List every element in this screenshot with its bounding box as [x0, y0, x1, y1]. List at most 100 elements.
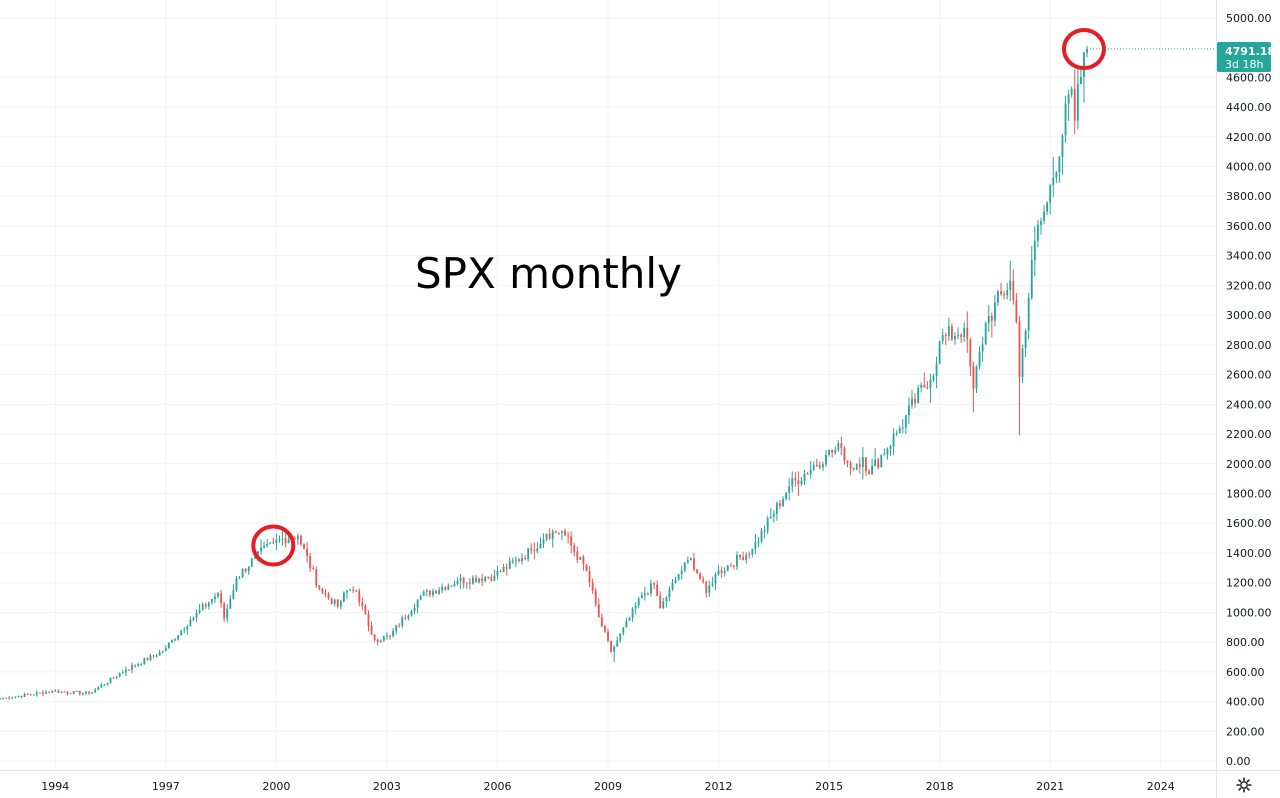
candle	[373, 634, 376, 642]
candle	[146, 657, 149, 661]
candle-body	[1058, 156, 1061, 173]
candle-body	[121, 672, 124, 674]
candle-body	[846, 460, 849, 463]
candle-body	[17, 696, 20, 698]
candle	[69, 692, 72, 695]
candle	[149, 653, 152, 662]
candle-body	[883, 454, 886, 456]
candle	[539, 537, 542, 549]
candle-body	[339, 601, 342, 607]
candle-body	[665, 597, 668, 602]
candle-body	[410, 611, 413, 616]
candle	[944, 332, 947, 346]
candle	[1064, 95, 1067, 143]
candle-body	[60, 691, 63, 693]
candle	[929, 373, 932, 403]
candle	[134, 664, 137, 668]
candle-body	[825, 455, 827, 465]
candle-body	[754, 542, 757, 550]
candle	[1086, 45, 1088, 58]
candle	[904, 415, 907, 435]
candle	[699, 572, 702, 580]
candle-body	[85, 691, 87, 694]
candle-body	[174, 639, 176, 641]
candle	[542, 533, 545, 548]
candle	[238, 575, 241, 580]
candle-body	[419, 595, 422, 600]
candle-body	[370, 625, 373, 635]
candle-body	[576, 551, 579, 560]
candle-body	[929, 379, 932, 388]
candle	[545, 533, 548, 542]
candle-body	[585, 564, 588, 571]
candle	[656, 580, 659, 597]
candle	[425, 588, 428, 597]
candle	[318, 584, 321, 591]
candle	[48, 691, 51, 694]
candle	[640, 591, 643, 599]
candle	[932, 373, 935, 382]
candle	[11, 696, 14, 699]
candle-body	[874, 459, 877, 466]
candle	[444, 586, 447, 592]
last-price-box-bg	[1217, 42, 1271, 72]
x-tick-label: 2006	[483, 780, 511, 793]
candle-body	[103, 684, 106, 686]
y-tick-label: 3400.00	[1226, 250, 1272, 263]
candle	[760, 527, 763, 544]
candle-body	[554, 531, 557, 533]
candle-body	[346, 590, 348, 593]
candle-body	[628, 617, 631, 621]
candle	[984, 321, 987, 346]
candle	[594, 587, 597, 607]
candle-body	[966, 327, 969, 340]
candle-body	[207, 602, 210, 607]
candle	[404, 614, 407, 620]
candle-body	[496, 571, 499, 576]
chart-settings-button[interactable]	[1232, 774, 1256, 796]
candle-body	[527, 548, 530, 559]
candle-body	[662, 601, 665, 608]
candle	[880, 454, 883, 468]
candle-body	[204, 604, 207, 607]
candle	[204, 602, 207, 609]
candle	[689, 557, 692, 561]
candle	[407, 614, 410, 621]
candle-body	[518, 559, 520, 562]
candle-body	[493, 575, 496, 581]
candle	[284, 533, 287, 548]
last-price-value: 4791.18	[1225, 45, 1275, 58]
candle-body	[775, 503, 778, 514]
candle	[723, 567, 726, 577]
candle	[957, 327, 959, 340]
candle	[619, 633, 622, 643]
candle-body	[1018, 321, 1021, 377]
candle	[201, 602, 204, 611]
y-tick-label: 1600.00	[1226, 517, 1272, 530]
candle-body	[696, 569, 698, 574]
y-tick-label: 600.00	[1226, 666, 1265, 679]
candle-body	[312, 568, 315, 570]
candle-body	[901, 427, 904, 429]
candle-body	[1003, 294, 1006, 296]
candle-body	[364, 605, 367, 615]
candle-body	[858, 464, 861, 467]
candle-body	[14, 696, 17, 698]
candle	[625, 617, 628, 628]
candle-body	[1083, 52, 1085, 78]
candle-body	[865, 457, 867, 472]
candle	[511, 557, 514, 564]
candle	[118, 672, 121, 678]
candle	[711, 576, 714, 588]
candle-body	[287, 539, 290, 544]
candle-body	[868, 471, 870, 474]
candle-body	[217, 593, 219, 597]
candle	[825, 449, 827, 467]
candle-body	[782, 498, 784, 507]
candle-body	[766, 518, 769, 531]
candle-body	[1067, 94, 1070, 104]
candle	[1015, 292, 1018, 324]
candle	[686, 556, 689, 564]
